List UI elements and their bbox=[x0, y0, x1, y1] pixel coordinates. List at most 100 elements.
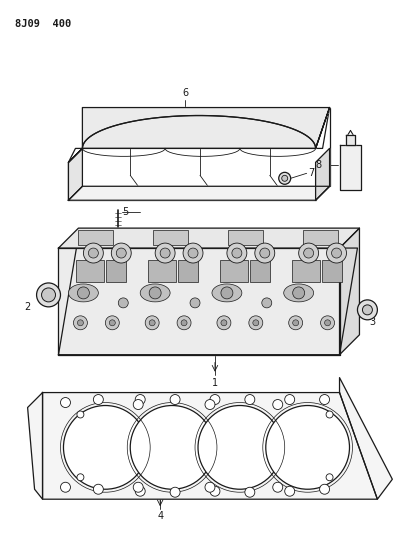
Circle shape bbox=[130, 406, 214, 489]
Circle shape bbox=[326, 243, 347, 263]
Circle shape bbox=[273, 482, 283, 492]
Polygon shape bbox=[345, 135, 355, 146]
Polygon shape bbox=[58, 248, 339, 354]
Bar bbox=[178, 260, 198, 282]
Circle shape bbox=[249, 316, 263, 330]
Circle shape bbox=[232, 248, 242, 258]
Circle shape bbox=[282, 175, 288, 181]
Circle shape bbox=[135, 486, 145, 496]
Circle shape bbox=[245, 394, 255, 405]
Circle shape bbox=[289, 316, 303, 330]
Circle shape bbox=[198, 406, 282, 489]
Circle shape bbox=[133, 482, 143, 492]
Circle shape bbox=[255, 243, 275, 263]
Circle shape bbox=[135, 394, 145, 405]
Circle shape bbox=[149, 320, 155, 326]
Circle shape bbox=[293, 287, 305, 299]
Circle shape bbox=[279, 172, 291, 184]
Circle shape bbox=[88, 248, 98, 258]
Circle shape bbox=[260, 248, 270, 258]
Circle shape bbox=[77, 474, 84, 481]
Circle shape bbox=[326, 411, 333, 418]
Circle shape bbox=[210, 486, 220, 496]
Text: 1: 1 bbox=[212, 377, 218, 387]
Polygon shape bbox=[27, 393, 43, 499]
Circle shape bbox=[149, 287, 161, 299]
Circle shape bbox=[160, 248, 170, 258]
Bar bbox=[106, 260, 126, 282]
Circle shape bbox=[266, 406, 349, 489]
Text: 6: 6 bbox=[182, 87, 188, 98]
Circle shape bbox=[77, 320, 83, 326]
Polygon shape bbox=[316, 148, 330, 200]
Circle shape bbox=[109, 320, 115, 326]
Circle shape bbox=[262, 298, 272, 308]
Text: 3: 3 bbox=[370, 317, 376, 327]
Bar bbox=[77, 260, 104, 282]
Circle shape bbox=[245, 487, 255, 497]
Ellipse shape bbox=[212, 284, 242, 302]
Circle shape bbox=[221, 320, 227, 326]
Circle shape bbox=[73, 316, 87, 330]
Circle shape bbox=[362, 305, 372, 315]
Circle shape bbox=[116, 248, 126, 258]
Polygon shape bbox=[69, 186, 330, 200]
Polygon shape bbox=[69, 148, 82, 200]
Circle shape bbox=[118, 298, 128, 308]
Text: 7: 7 bbox=[309, 168, 315, 179]
Ellipse shape bbox=[69, 284, 98, 302]
Polygon shape bbox=[43, 393, 377, 499]
Circle shape bbox=[181, 320, 187, 326]
Circle shape bbox=[205, 482, 215, 492]
Circle shape bbox=[37, 283, 60, 307]
Circle shape bbox=[205, 400, 215, 409]
Circle shape bbox=[227, 243, 247, 263]
Circle shape bbox=[190, 298, 200, 308]
Circle shape bbox=[170, 394, 180, 405]
Bar bbox=[79, 230, 113, 245]
Bar bbox=[153, 230, 188, 245]
Text: 2: 2 bbox=[24, 302, 31, 312]
Circle shape bbox=[77, 287, 89, 299]
Text: 5: 5 bbox=[122, 207, 129, 217]
Text: 8J09  400: 8J09 400 bbox=[15, 19, 71, 29]
Polygon shape bbox=[58, 228, 359, 248]
Bar bbox=[220, 260, 248, 282]
Ellipse shape bbox=[140, 284, 170, 302]
Circle shape bbox=[217, 316, 231, 330]
Circle shape bbox=[77, 411, 84, 418]
Circle shape bbox=[357, 300, 377, 320]
Polygon shape bbox=[82, 108, 330, 148]
Text: 8: 8 bbox=[316, 160, 322, 171]
Circle shape bbox=[93, 394, 103, 405]
Polygon shape bbox=[69, 108, 330, 163]
Circle shape bbox=[253, 320, 259, 326]
Polygon shape bbox=[58, 248, 357, 354]
Bar bbox=[322, 260, 341, 282]
Circle shape bbox=[60, 482, 71, 492]
Circle shape bbox=[320, 394, 330, 405]
Circle shape bbox=[324, 320, 330, 326]
Circle shape bbox=[326, 474, 333, 481]
Circle shape bbox=[221, 287, 233, 299]
Bar bbox=[250, 260, 270, 282]
Circle shape bbox=[332, 248, 341, 258]
Circle shape bbox=[105, 316, 119, 330]
Circle shape bbox=[299, 243, 319, 263]
Polygon shape bbox=[339, 377, 393, 499]
Circle shape bbox=[64, 406, 147, 489]
Text: 4: 4 bbox=[157, 511, 163, 521]
Circle shape bbox=[170, 487, 180, 497]
Circle shape bbox=[320, 484, 330, 494]
Circle shape bbox=[145, 316, 159, 330]
Circle shape bbox=[93, 484, 103, 494]
Bar bbox=[148, 260, 176, 282]
Circle shape bbox=[155, 243, 175, 263]
Circle shape bbox=[177, 316, 191, 330]
Polygon shape bbox=[339, 228, 359, 354]
Circle shape bbox=[293, 320, 299, 326]
Circle shape bbox=[285, 486, 295, 496]
Circle shape bbox=[303, 248, 314, 258]
Bar bbox=[303, 230, 338, 245]
Circle shape bbox=[60, 398, 71, 408]
